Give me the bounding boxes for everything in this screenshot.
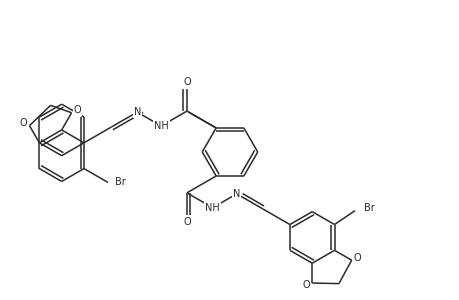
Text: N: N	[233, 189, 240, 199]
Text: O: O	[353, 253, 361, 263]
Text: O: O	[73, 105, 81, 115]
Text: Br: Br	[115, 177, 125, 188]
Text: O: O	[183, 77, 190, 87]
Text: NH: NH	[205, 203, 219, 213]
Text: O: O	[20, 118, 27, 128]
Text: O: O	[183, 217, 190, 226]
Text: N: N	[133, 107, 140, 117]
Text: NH: NH	[153, 121, 168, 131]
Text: Br: Br	[363, 203, 374, 213]
Text: O: O	[302, 280, 309, 290]
